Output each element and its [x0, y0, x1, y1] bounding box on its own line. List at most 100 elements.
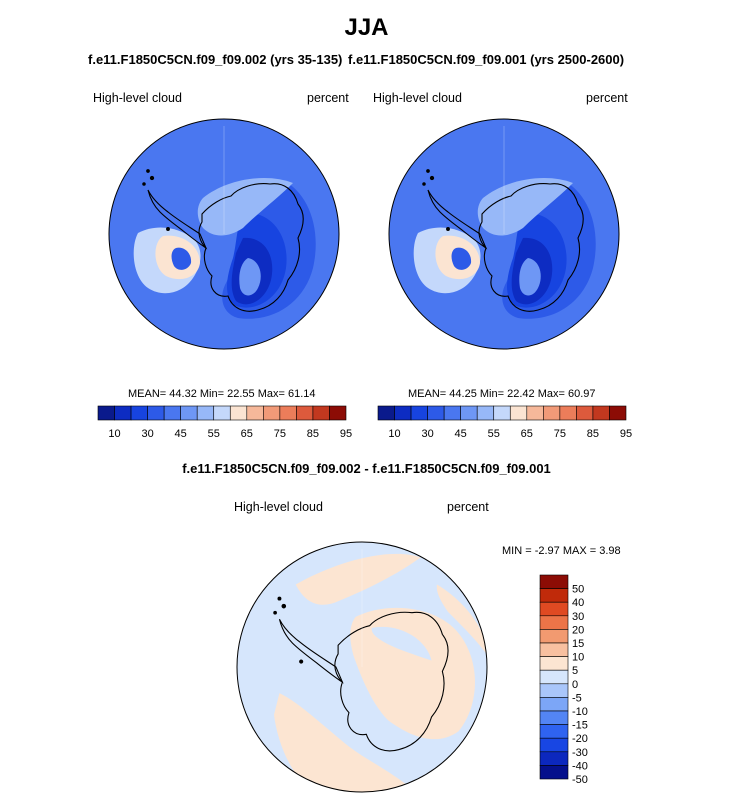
field-region-4	[477, 178, 573, 236]
colorbar-box-5	[460, 405, 478, 421]
colorbar-box-4	[443, 405, 461, 421]
colorbar-tick-label: 30	[141, 428, 153, 440]
colorbar-tick-label: 75	[554, 428, 566, 440]
map-border	[388, 118, 620, 350]
diff-min-label: MIN =	[502, 545, 532, 557]
panel1-colorbar: 10 30 45 55 65 75 85 95	[97, 405, 352, 440]
island-1	[426, 169, 430, 173]
diff-colorbar-tick-label: 15	[572, 638, 584, 650]
island-3	[299, 659, 304, 664]
diff-min-value: -2.97	[534, 545, 560, 557]
antarctica-coastline	[334, 611, 449, 752]
panel2-min-label: Min=	[479, 388, 505, 400]
panel2-colorbar: 10 30 45 55 65 75 85 95	[377, 405, 632, 440]
panel2-mean-label: MEAN=	[408, 388, 447, 400]
diff-variable-label: High-level cloud	[234, 500, 323, 514]
panel2-stats: MEAN= 44.25 Min= 22.42 Max= 60.97	[408, 388, 596, 400]
map-field	[109, 119, 339, 349]
figure-title: JJA	[344, 14, 389, 41]
peninsula-coastline	[278, 618, 344, 684]
field-region-3	[519, 258, 541, 296]
coastline-group	[142, 169, 304, 312]
field-region-7	[451, 247, 472, 270]
panel2-map	[388, 118, 620, 350]
colorbar-tick-label: 85	[587, 428, 599, 440]
panel2-min-value: 22.42	[507, 388, 535, 400]
colorbar-box-3	[427, 405, 445, 421]
colorbar-tick-label: 45	[455, 428, 467, 440]
diff-colorbar-tick-label: -15	[572, 720, 588, 732]
diff-colorbar-box-0	[539, 574, 569, 589]
diff-stats: MIN = -2.97 MAX = 3.98	[502, 545, 621, 557]
colorbar-tick-label: 30	[421, 428, 433, 440]
colorbar-box-10	[543, 405, 561, 421]
panel2-max-label: Max=	[537, 388, 565, 400]
colorbar-box-13	[312, 405, 330, 421]
panel1-unit-label: percent	[307, 91, 349, 105]
island-2	[273, 610, 277, 615]
diff-unit-label: percent	[447, 500, 489, 514]
colorbar-box-6	[196, 405, 215, 421]
field-regions	[133, 178, 316, 319]
panel1-min-label: Min=	[199, 388, 225, 400]
colorbar-tick-label: 85	[307, 428, 319, 440]
colorbar-tick-label: 10	[388, 428, 400, 440]
map-field	[389, 119, 619, 349]
diff-colorbar-tick-label: 5	[572, 665, 578, 677]
colorbar-box-4	[163, 405, 181, 421]
field-region-7	[171, 247, 192, 270]
colorbar-box-13	[592, 405, 610, 421]
diff-colorbar-box-1	[539, 588, 569, 603]
diff-map	[236, 541, 488, 793]
colorbar-box-12	[296, 405, 314, 421]
diff-colorbar-tick-label: 30	[572, 611, 584, 623]
colorbar-box-10	[263, 405, 281, 421]
island-0	[149, 175, 155, 181]
diff-colorbar-tick-label: 40	[572, 597, 584, 609]
colorbar-tick-label: 45	[175, 428, 187, 440]
field-region-0	[350, 607, 475, 740]
colorbar-tick-label: 95	[340, 428, 352, 440]
panel1-variable-label: High-level cloud	[93, 91, 182, 105]
colorbar-tick-label: 95	[620, 428, 632, 440]
island-0	[429, 175, 435, 181]
diff-colorbar-box-13	[539, 751, 569, 766]
diff-colorbar-box-3	[539, 615, 569, 630]
diff-colorbar-box-2	[539, 601, 569, 617]
colorbar-box-2	[130, 405, 148, 421]
field-region-2	[295, 553, 421, 605]
colorbar-box-5	[180, 405, 198, 421]
colorbar-tick-label: 75	[274, 428, 286, 440]
diff-colorbar-tick-label: 20	[572, 624, 584, 636]
diff-colorbar-tick-label: -20	[572, 733, 588, 745]
antarctica-coastline	[198, 183, 304, 312]
colorbar-tick-label: 65	[521, 428, 533, 440]
diff-colorbar-box-8	[539, 683, 569, 698]
field-regions	[413, 178, 596, 319]
diff-colorbar-box-10	[539, 710, 569, 725]
panel1-mean-label: MEAN=	[128, 388, 167, 400]
map-field	[237, 542, 487, 792]
diff-colorbar-box-6	[539, 656, 569, 671]
map-border	[108, 118, 340, 350]
panel2-title: f.e11.F1850C5CN.f09_f09.001 (yrs 2500-26…	[348, 52, 625, 67]
colorbar-box-14	[609, 405, 627, 421]
panel2-unit-label: percent	[586, 91, 628, 105]
diff-colorbar-tick-label: -50	[572, 774, 588, 786]
field-region-4	[197, 178, 293, 236]
island-2	[422, 182, 426, 186]
colorbar-tick-label: 55	[208, 428, 220, 440]
island-3	[166, 227, 170, 231]
colorbar-box-12	[576, 405, 594, 421]
colorbar-box-9	[526, 405, 544, 421]
diff-colorbar-tick-label: 10	[572, 652, 584, 664]
colorbar-tick-label: 10	[108, 428, 120, 440]
diff-colorbar-tick-label: -40	[572, 760, 588, 772]
colorbar-box-3	[147, 405, 165, 421]
diff-colorbar-tick-label: -5	[572, 692, 582, 704]
diff-colorbar-box-4	[539, 629, 569, 644]
colorbar-box-1	[394, 405, 412, 421]
colorbar-tick-label: 55	[488, 428, 500, 440]
colorbar-box-7	[213, 405, 231, 421]
